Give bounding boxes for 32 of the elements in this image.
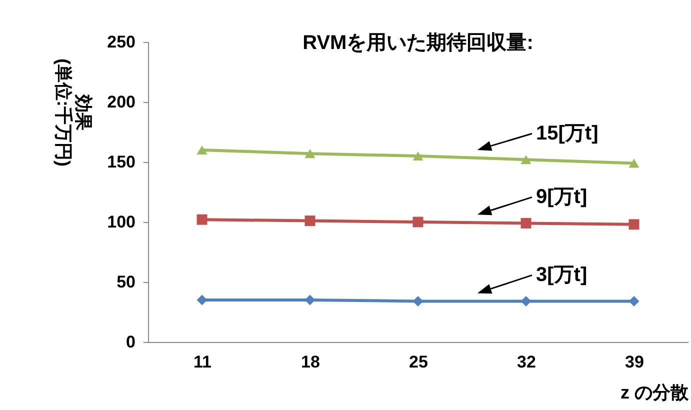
point <box>196 145 208 155</box>
series-label: 9[万t] <box>536 186 588 208</box>
y-tick-label: 200 <box>107 92 136 112</box>
point <box>304 294 316 306</box>
point <box>412 151 424 161</box>
y-tick-label: 100 <box>107 212 136 232</box>
x-tick-label: 32 <box>517 352 536 372</box>
point <box>304 216 316 226</box>
point <box>304 149 316 158</box>
point <box>196 294 208 306</box>
point <box>628 219 640 230</box>
point <box>520 296 532 306</box>
y-axis-title: 効果 (単位:千万円) <box>54 58 94 166</box>
point <box>196 214 208 225</box>
y-tick-label: 250 <box>107 32 136 52</box>
point <box>628 158 640 168</box>
series-label: 15[万t] <box>536 122 598 145</box>
point <box>628 296 640 306</box>
point <box>412 296 424 306</box>
x-tick-label: 11 <box>194 352 212 372</box>
x-tick-label: 25 <box>409 352 428 372</box>
series-label: 3[万t] <box>536 264 588 286</box>
point <box>412 216 424 228</box>
x-tick-label: 18 <box>301 352 320 372</box>
point <box>520 218 532 228</box>
y-tick-label: 50 <box>116 272 136 292</box>
chart-title: RVMを用いた期待回収量: <box>302 32 534 54</box>
x-tick-label: 39 <box>625 352 644 372</box>
x-axis-title: z の分散 <box>620 382 690 402</box>
y-tick-label: 0 <box>126 332 136 352</box>
point <box>520 155 532 164</box>
y-tick-label: 150 <box>107 152 136 172</box>
